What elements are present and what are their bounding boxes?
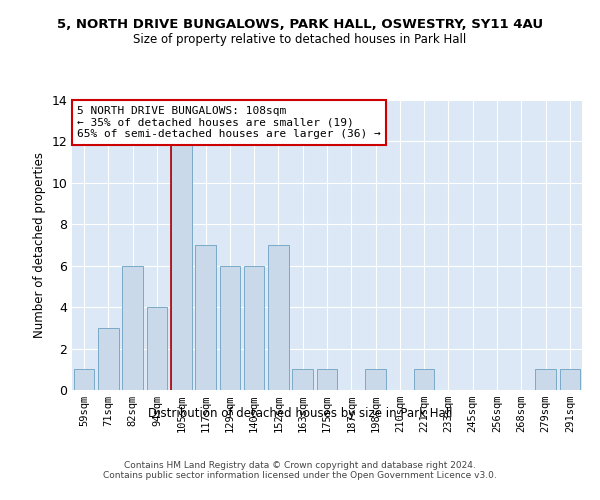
Text: 5, NORTH DRIVE BUNGALOWS, PARK HALL, OSWESTRY, SY11 4AU: 5, NORTH DRIVE BUNGALOWS, PARK HALL, OSW… xyxy=(57,18,543,30)
Bar xyxy=(195,245,216,390)
Bar xyxy=(268,245,289,390)
Text: Contains HM Land Registry data © Crown copyright and database right 2024.
Contai: Contains HM Land Registry data © Crown c… xyxy=(103,460,497,480)
Bar xyxy=(146,307,167,390)
Bar xyxy=(122,266,143,390)
Bar xyxy=(560,370,580,390)
Bar xyxy=(292,370,313,390)
Y-axis label: Number of detached properties: Number of detached properties xyxy=(33,152,46,338)
Bar xyxy=(171,142,191,390)
Bar xyxy=(414,370,434,390)
Bar xyxy=(98,328,119,390)
Text: 5 NORTH DRIVE BUNGALOWS: 108sqm
← 35% of detached houses are smaller (19)
65% of: 5 NORTH DRIVE BUNGALOWS: 108sqm ← 35% of… xyxy=(77,106,381,139)
Text: Size of property relative to detached houses in Park Hall: Size of property relative to detached ho… xyxy=(133,32,467,46)
Bar xyxy=(317,370,337,390)
Bar xyxy=(220,266,240,390)
Bar xyxy=(365,370,386,390)
Bar xyxy=(535,370,556,390)
Text: Distribution of detached houses by size in Park Hall: Distribution of detached houses by size … xyxy=(148,408,452,420)
Bar xyxy=(244,266,265,390)
Bar xyxy=(74,370,94,390)
